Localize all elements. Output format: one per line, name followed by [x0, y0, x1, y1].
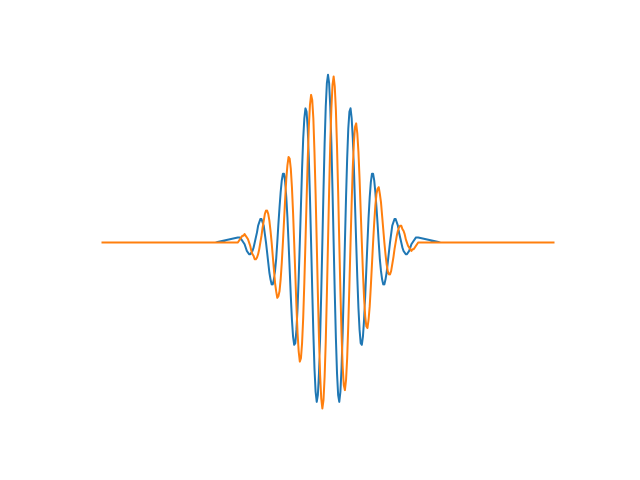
line-series: [101, 75, 555, 410]
line-series: [101, 73, 555, 403]
